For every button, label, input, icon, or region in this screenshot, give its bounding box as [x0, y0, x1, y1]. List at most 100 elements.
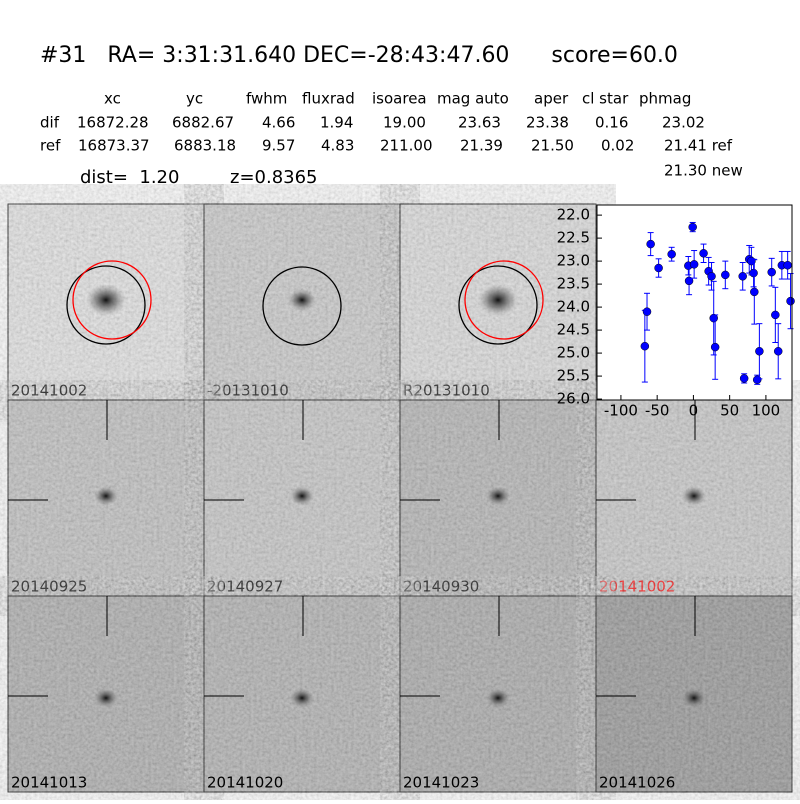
table-cell: 0.02	[601, 137, 634, 155]
table-cell: 9.57	[262, 137, 295, 155]
x-tick-label: 50	[720, 402, 739, 420]
y-tick-label: 23.5	[557, 275, 590, 293]
column-header: fwhm	[246, 90, 287, 108]
stamp-label: 20140930	[403, 578, 479, 596]
point	[786, 296, 795, 306]
y-tick-label: 23.0	[557, 252, 590, 270]
stamp-label: -20131010	[207, 382, 289, 400]
source	[290, 486, 314, 506]
aperture	[66, 265, 146, 345]
table-cell: 19.00	[383, 114, 426, 132]
stamp-label: 20140925	[11, 578, 87, 596]
table-cell: 6883.18	[174, 137, 236, 155]
x-tick-label: 100	[752, 402, 781, 420]
source	[682, 688, 706, 708]
point	[684, 276, 694, 286]
point	[752, 375, 762, 385]
table-cell: 16872.28	[77, 114, 149, 132]
table-cell: 0.16	[595, 114, 628, 132]
source	[486, 688, 510, 708]
point	[750, 287, 759, 297]
point	[767, 267, 776, 277]
source	[486, 486, 510, 506]
table-cell: dif	[40, 114, 60, 132]
source	[94, 688, 118, 708]
point	[710, 342, 720, 352]
column-header: yc	[186, 90, 203, 108]
stamp-label: 20141020	[207, 774, 283, 792]
new-phmag: 21.30 new	[664, 162, 743, 180]
title: #31 RA= 3:31:31.640 DEC=-28:43:47.60 sco…	[40, 43, 678, 68]
column-header: isoarea	[372, 90, 427, 108]
aperture	[262, 266, 342, 346]
plot-frame	[596, 204, 793, 401]
y-tick-label: 24.0	[557, 298, 590, 316]
source	[478, 284, 518, 316]
column-header: xc	[104, 90, 121, 108]
source	[288, 288, 316, 312]
point	[783, 260, 792, 270]
point	[640, 341, 650, 351]
column-header: mag auto	[437, 90, 509, 108]
table-cell: 1.94	[320, 114, 353, 132]
point	[721, 270, 730, 280]
table-cell: 21.50	[531, 137, 574, 155]
table-cell: 23.38	[526, 114, 569, 132]
table-cell: 4.83	[321, 137, 354, 155]
point	[667, 249, 676, 259]
table-cell: 21.41 ref	[664, 137, 733, 155]
point	[688, 222, 697, 232]
x-tick-label: 0	[689, 402, 699, 420]
table-cell: ref	[40, 137, 61, 155]
point	[739, 374, 749, 383]
point	[709, 313, 718, 323]
stamp-label: 20141013	[11, 774, 87, 792]
source	[86, 284, 126, 316]
table-cell: 4.66	[262, 114, 295, 132]
dist: dist= 1.20	[80, 167, 179, 188]
point	[646, 239, 655, 249]
point	[771, 310, 780, 320]
point	[642, 307, 652, 316]
point	[773, 347, 783, 356]
table-cell: 211.00	[380, 137, 433, 155]
table-cell: 23.02	[662, 114, 705, 132]
point	[738, 272, 747, 281]
column-header: phmag	[639, 90, 691, 108]
stamp-label: R20131010	[403, 382, 490, 400]
point	[749, 268, 758, 278]
column-header: cl star	[582, 90, 629, 108]
stamp-label: 20140927	[207, 578, 283, 596]
table-cell: 16873.37	[78, 137, 150, 155]
column-header: aper	[534, 90, 569, 108]
y-tick-label: 22.0	[557, 206, 590, 224]
aperture-ref	[464, 260, 544, 340]
point	[689, 260, 699, 269]
y-tick-label: 26.0	[557, 390, 590, 408]
table-cell: 21.39	[460, 137, 503, 155]
source	[94, 486, 118, 506]
y-tick-label: 25.5	[557, 367, 590, 385]
table-cell: 6882.67	[172, 114, 234, 132]
y-tick-label: 24.5	[557, 321, 590, 339]
point	[755, 347, 764, 356]
point	[707, 272, 716, 281]
x-tick-label: -100	[604, 402, 638, 420]
stamp-label: 20141023	[403, 774, 479, 792]
aperture-ref	[72, 260, 152, 340]
redshift: z=0.8365	[230, 167, 318, 188]
stamp-label: 20141026	[599, 774, 675, 792]
source	[682, 486, 706, 506]
x-tick-label: -50	[645, 402, 670, 420]
point	[654, 263, 663, 273]
table-cell: 23.63	[458, 114, 501, 132]
column-header: fluxrad	[302, 90, 355, 108]
stamp-label: 20141002	[599, 578, 675, 596]
aperture	[458, 265, 538, 345]
y-tick-label: 25.0	[557, 344, 590, 362]
stamp-label: 20141002	[11, 382, 87, 400]
plot-background	[597, 205, 792, 400]
source	[290, 688, 314, 708]
